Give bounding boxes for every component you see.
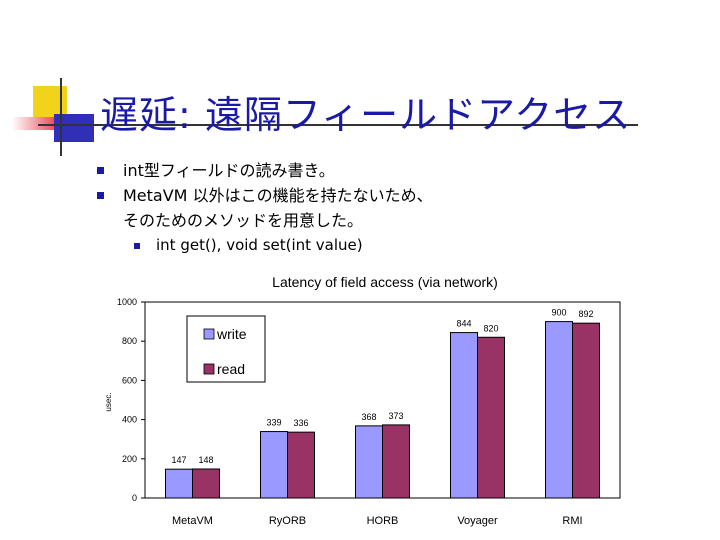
y-axis-label: usec.: [104, 392, 113, 411]
page-title: 遅延: 遠隔フィールドアクセス: [100, 93, 632, 137]
data-label-write: 900: [551, 308, 566, 318]
bar-write: [545, 321, 573, 499]
data-label-write: 339: [266, 418, 281, 428]
data-label-read: 820: [483, 323, 498, 333]
decor-red-bar: [12, 117, 56, 130]
data-label-read: 373: [388, 411, 403, 421]
legend-swatch-write: [203, 328, 215, 340]
legend-swatch-read: [203, 363, 215, 375]
bullet-text-2: MetaVM 以外はこの機能を持たないため、: [123, 186, 433, 205]
legend-box: [186, 315, 266, 383]
data-label-write: 147: [171, 455, 186, 465]
legend-label-read: read: [217, 361, 245, 377]
data-label-read: 148: [198, 455, 213, 465]
x-tick-label: RMI: [562, 515, 582, 527]
bar-read: [572, 322, 600, 499]
bar-write: [450, 332, 478, 499]
data-label-write: 368: [361, 412, 376, 422]
bar-write: [165, 468, 193, 499]
x-tick-label: HORB: [367, 515, 399, 527]
y-tick-label: 400: [122, 415, 137, 425]
y-tick-label: 1000: [117, 297, 137, 307]
bar-write: [260, 431, 288, 499]
data-label-write: 844: [456, 319, 471, 329]
legend-label-write: write: [216, 326, 247, 342]
x-tick-label: RyORB: [269, 515, 306, 527]
bar-read: [382, 424, 410, 499]
bullet-marker: [97, 192, 104, 199]
bar-read: [477, 336, 505, 499]
bullet-text-1: int型フィールドの読み書き。: [123, 161, 335, 180]
y-tick-label: 200: [122, 454, 137, 464]
sub-bullet-text: int get(), void set(int value): [156, 236, 363, 254]
y-tick-label: 600: [122, 375, 137, 385]
bar-read: [192, 468, 220, 499]
bar-write: [355, 425, 383, 499]
bullet-marker: [97, 167, 104, 174]
chart-title: Latency of field access (via network): [272, 274, 498, 290]
y-tick-label: 0: [132, 493, 137, 503]
bar-read: [287, 431, 315, 499]
decor-vertical-line: [60, 78, 62, 156]
sub-bullet-marker: [134, 243, 140, 249]
data-label-read: 336: [293, 418, 308, 428]
bullet-text-3: そのためのメソッドを用意した。: [123, 211, 364, 230]
y-tick-label: 800: [122, 336, 137, 346]
x-tick-label: MetaVM: [172, 515, 213, 527]
x-tick-label: Voyager: [457, 515, 498, 527]
decor-horizontal-line: [38, 124, 638, 126]
data-label-read: 892: [578, 309, 593, 319]
